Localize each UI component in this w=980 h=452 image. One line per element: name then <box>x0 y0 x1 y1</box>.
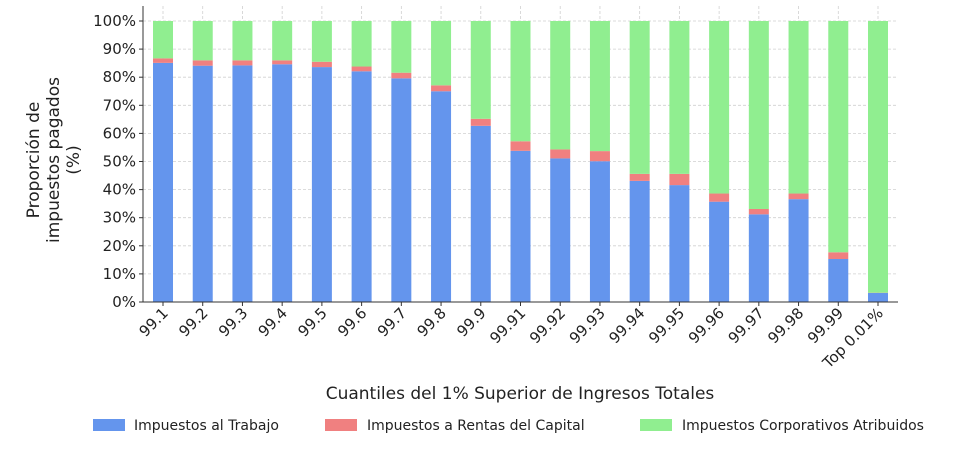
bar-segment-capital <box>312 62 332 67</box>
bar-segment-capital <box>709 194 729 202</box>
bar-segment-corporativos <box>391 21 411 73</box>
x-tick-label: 99.2 <box>175 304 211 340</box>
x-tick-label: 99.97 <box>725 304 768 347</box>
y-tick-label: 80% <box>103 68 136 86</box>
bar-segment-trabajo <box>471 126 491 302</box>
bar-segment-corporativos <box>828 21 848 252</box>
x-tick-label: 99.8 <box>414 304 450 340</box>
y-ticks: 0% 10% 20% 30% 40% 50% 60% 70% 80% 90% 100% <box>93 12 143 311</box>
y-tick-label: 10% <box>103 265 136 283</box>
bar-segment-capital <box>272 60 292 64</box>
bar-segment-corporativos <box>749 21 769 209</box>
legend-swatch-trabajo <box>93 419 125 431</box>
bar-segment-capital <box>232 60 252 65</box>
y-tick-label: 100% <box>93 12 136 30</box>
y-axis-label: Proporción de impuestos pagados (%) <box>24 77 84 243</box>
bar-segment-capital <box>828 252 848 259</box>
bar-segment-corporativos <box>471 21 491 119</box>
y-tick-label: 0% <box>112 293 136 311</box>
bar-segment-corporativos <box>272 21 292 60</box>
bar-segment-capital <box>669 174 689 185</box>
bar-segment-trabajo <box>272 64 292 302</box>
legend-label-trabajo: Impuestos al Trabajo <box>134 418 279 434</box>
bar-segment-capital <box>590 151 610 161</box>
y-axis-label-line-3: (%) <box>64 145 84 174</box>
bar-segment-trabajo <box>868 293 888 302</box>
bar-segment-corporativos <box>630 21 650 174</box>
bar-segment-corporativos <box>709 21 729 194</box>
x-tick-label: 99.96 <box>685 304 728 347</box>
bar-segment-corporativos <box>669 21 689 174</box>
y-tick-label: 50% <box>103 153 136 171</box>
bar-segment-trabajo <box>669 185 689 302</box>
legend-label-capital: Impuestos a Rentas del Capital <box>367 418 585 434</box>
y-tick-label: 20% <box>103 237 136 255</box>
x-tick-label: 99.95 <box>645 304 688 347</box>
x-tick-label: 99.6 <box>334 304 370 340</box>
bar-segment-trabajo <box>828 259 848 302</box>
x-tick-label: 99.1 <box>135 304 171 340</box>
x-tick-label: 99.4 <box>255 304 291 340</box>
bar-segment-trabajo <box>153 63 173 302</box>
bar-segment-capital <box>431 85 451 91</box>
x-tick-label: 99.91 <box>486 304 529 347</box>
y-tick-label: 60% <box>103 124 136 142</box>
x-tick-label: 99.93 <box>566 304 609 347</box>
bar-segment-trabajo <box>630 181 650 302</box>
x-tick-label: 99.3 <box>215 304 251 340</box>
x-tick-label: 99.7 <box>374 304 410 340</box>
bar-segment-corporativos <box>153 21 173 58</box>
bar-segment-capital <box>630 174 650 181</box>
bar-segment-corporativos <box>431 21 451 85</box>
y-tick-label: 30% <box>103 209 136 227</box>
x-tick-label: 99.5 <box>294 304 330 340</box>
bar-segment-trabajo <box>749 214 769 302</box>
bar-segment-corporativos <box>868 21 888 293</box>
bar-segment-trabajo <box>352 71 372 302</box>
y-axis-label-line-1: Proporción de <box>24 102 44 219</box>
bar-segment-trabajo <box>590 161 610 302</box>
bar-segment-corporativos <box>232 21 252 60</box>
bar-segment-corporativos <box>550 21 570 149</box>
bar-segment-capital <box>511 141 531 151</box>
bar-segment-trabajo <box>550 158 570 302</box>
legend-label-corporativos: Impuestos Corporativos Atribuidos <box>682 418 924 434</box>
bar-segment-trabajo <box>709 202 729 302</box>
bar-segment-corporativos <box>590 21 610 151</box>
bar-segment-trabajo <box>789 199 809 302</box>
x-tick-label: 99.94 <box>605 304 648 347</box>
bar-segment-capital <box>749 209 769 214</box>
y-tick-label: 40% <box>103 181 136 199</box>
bar-segment-capital <box>789 194 809 200</box>
bar-segment-trabajo <box>193 66 213 302</box>
y-tick-label: 70% <box>103 96 136 114</box>
x-axis-label: Cuantiles del 1% Superior de Ingresos To… <box>326 384 715 404</box>
bar-segment-corporativos <box>193 21 213 60</box>
bar-segment-capital <box>352 67 372 72</box>
bar-segment-corporativos <box>511 21 531 141</box>
bar-segment-capital <box>471 119 491 126</box>
x-tick-label: 99.98 <box>764 304 807 347</box>
bar-segment-corporativos <box>312 21 332 62</box>
bar-segment-corporativos <box>789 21 809 194</box>
bar-segment-trabajo <box>232 65 252 302</box>
bar-segment-capital <box>153 58 173 62</box>
bar-segment-corporativos <box>352 21 372 67</box>
bar-segment-trabajo <box>431 91 451 302</box>
bar-segment-capital <box>193 60 213 65</box>
legend-swatch-corporativos <box>640 419 672 431</box>
bar-segment-trabajo <box>312 67 332 302</box>
legend-swatch-capital <box>325 419 357 431</box>
y-axis-label-line-2: impuestos pagados <box>44 77 64 243</box>
bar-segment-capital <box>391 73 411 79</box>
x-tick-label: 99.92 <box>526 304 569 347</box>
bar-segment-trabajo <box>391 78 411 302</box>
legend: Impuestos al Trabajo Impuestos a Rentas … <box>93 418 924 434</box>
y-tick-label: 90% <box>103 40 136 58</box>
bar-segment-trabajo <box>511 151 531 302</box>
x-tick-label: 99.9 <box>453 304 489 340</box>
bar-segment-capital <box>550 149 570 158</box>
